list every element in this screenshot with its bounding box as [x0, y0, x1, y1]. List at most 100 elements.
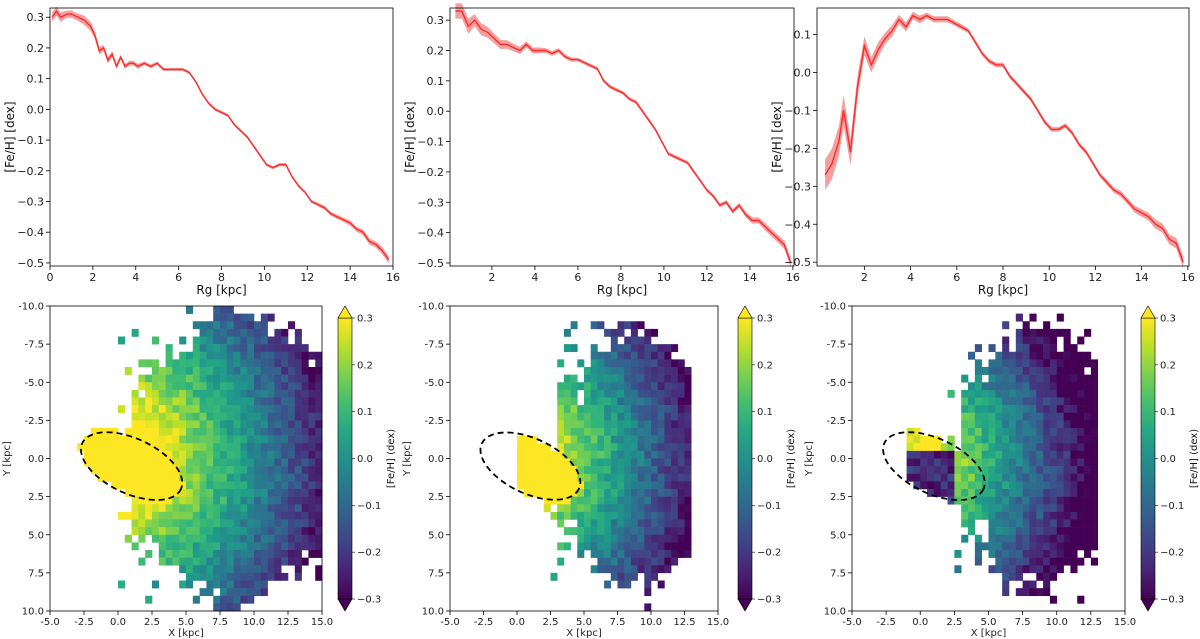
heatmap-cell — [1070, 405, 1078, 414]
heatmap-cell — [1015, 466, 1023, 475]
heatmap-cell — [288, 557, 296, 566]
heatmap-cell — [213, 496, 221, 505]
x-tick-label: 6 — [953, 271, 960, 284]
heatmap-cell — [165, 374, 173, 383]
heatmap-cell — [974, 367, 982, 375]
heatmap-cell — [1008, 496, 1017, 505]
heatmap-cell — [267, 374, 275, 383]
heatmap-cell — [152, 367, 160, 375]
heatmap-cell — [657, 344, 665, 353]
heatmap-cell — [288, 443, 296, 452]
heatmap-cell — [206, 458, 214, 467]
heatmap-cell — [570, 344, 578, 353]
heatmap-cell — [677, 473, 685, 482]
y-tick-label: −0.4 — [417, 227, 444, 240]
heatmap-cell — [1043, 374, 1051, 383]
heatmap-cell — [590, 481, 598, 490]
heatmap-cell — [179, 336, 187, 345]
heatmap-cell — [644, 450, 652, 459]
heatmap-cell — [577, 359, 585, 368]
heatmap-cell — [637, 450, 645, 459]
heatmap-cell — [158, 519, 166, 528]
heatmap-cell — [199, 443, 207, 452]
heatmap-cell — [1015, 450, 1023, 459]
heatmap-cell — [226, 405, 234, 414]
heatmap-cell — [206, 328, 214, 337]
heatmap-cell — [179, 527, 187, 536]
heatmap-cell — [186, 428, 194, 436]
heatmap-cell — [288, 550, 296, 558]
heatmap-cell — [624, 367, 632, 375]
heatmap-cell — [220, 412, 228, 421]
heatmap-cell — [247, 557, 255, 566]
heatmap-cell — [624, 527, 632, 536]
heatmap-cell — [1090, 458, 1099, 467]
heatmap-cell — [1043, 412, 1051, 421]
heatmap-cell — [610, 359, 618, 368]
heatmap-cell — [152, 374, 160, 383]
heatmap-cell — [981, 389, 989, 398]
heatmap-cell — [1022, 580, 1030, 589]
heatmap-cell — [165, 481, 173, 490]
heatmap-cell — [288, 435, 296, 444]
heatmap-cell — [240, 351, 248, 360]
heatmap-cell — [1036, 420, 1044, 429]
heatmap-cell — [240, 481, 248, 490]
heatmap-cell — [940, 466, 948, 475]
heatmap-cell — [240, 542, 248, 551]
colorbar-tick-label: 0.3 — [757, 314, 773, 325]
heatmap-cell — [281, 511, 289, 520]
heatmap-cell — [1036, 534, 1044, 543]
heatmap-cell — [267, 359, 275, 368]
heatmap-cell — [97, 458, 105, 467]
heatmap-cell — [288, 489, 296, 497]
heatmap-cell — [240, 397, 248, 406]
heatmap-cell — [267, 534, 275, 543]
heatmap-cell — [1029, 473, 1037, 482]
heatmap-cell — [90, 428, 98, 436]
heatmap-cell — [220, 527, 228, 536]
heatmap-cell — [308, 534, 316, 543]
heatmap-cell — [260, 405, 268, 414]
heatmap-cell — [1022, 397, 1030, 406]
heatmap-cell — [1070, 412, 1078, 421]
heatmap-cell — [274, 405, 282, 414]
heatmap-cell — [657, 580, 665, 589]
heatmap-cell — [233, 405, 241, 414]
heatmap-cell — [226, 420, 234, 429]
heatmap-cell — [1029, 397, 1037, 406]
heatmap-cell — [206, 588, 214, 597]
heatmap-cell — [158, 527, 166, 536]
heatmap-cell — [308, 412, 316, 421]
heatmap-cell — [664, 504, 672, 513]
x-tick-label: 7.5 — [610, 617, 626, 628]
heatmap-cell — [1056, 542, 1064, 551]
heatmap-cell — [186, 496, 194, 505]
heatmap-cell — [913, 450, 921, 459]
heatmap-cell — [537, 450, 545, 459]
heatmap-cell — [254, 389, 262, 398]
heatmap-cell — [610, 511, 618, 520]
heatmap-cell — [988, 443, 996, 452]
heatmap-cell — [206, 527, 214, 536]
heatmap-cell — [570, 527, 578, 536]
heatmap-cell — [1002, 504, 1010, 513]
heatmap-cell — [517, 466, 524, 475]
heatmap-cell — [179, 504, 187, 513]
heatmap-cell — [199, 481, 207, 490]
heatmap-cell — [974, 412, 982, 421]
heatmap-cell — [651, 389, 658, 398]
heatmap-cell — [1043, 550, 1051, 558]
heatmap-cell — [557, 359, 565, 368]
heatmap-cell — [158, 542, 166, 551]
y-axis-label: Y [kpc] — [804, 441, 815, 477]
heatmap-cell — [684, 374, 692, 383]
heatmap-cell — [301, 405, 309, 414]
heatmap-cell — [644, 405, 652, 414]
heatmap-cell — [590, 359, 598, 368]
heatmap-cell — [1063, 496, 1071, 505]
heatmap-cell — [968, 389, 976, 398]
heatmap-cell — [1090, 382, 1099, 391]
heatmap-cell — [213, 336, 221, 345]
heatmap-cell — [97, 450, 105, 459]
